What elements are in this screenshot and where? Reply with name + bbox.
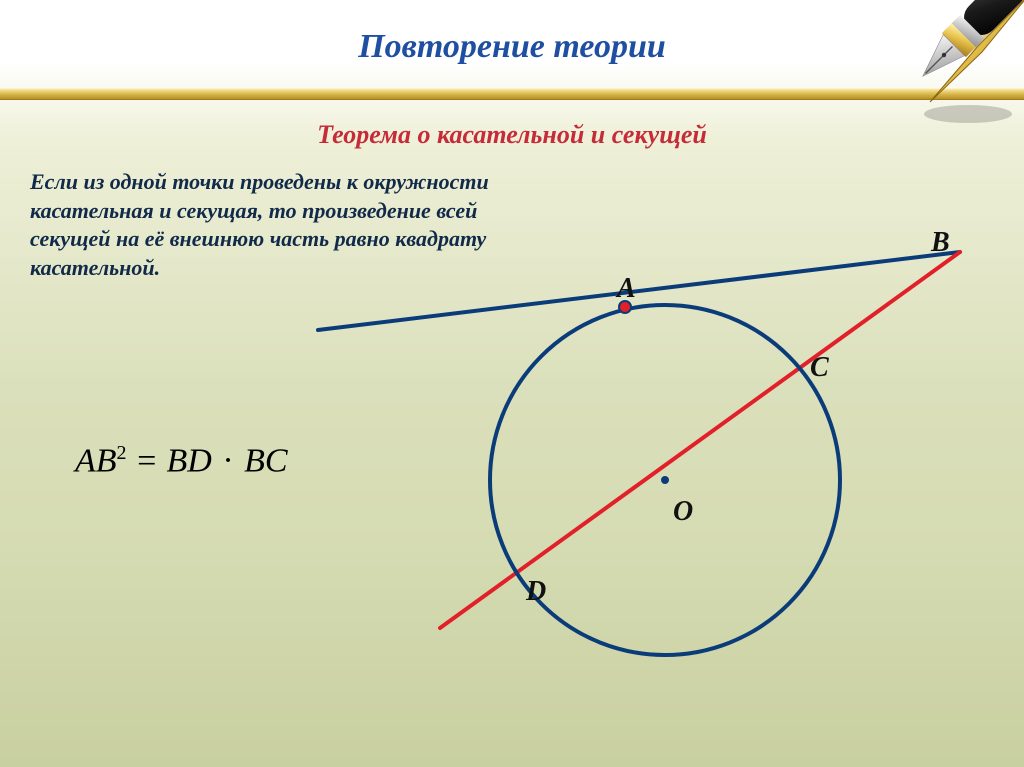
pen-icon [890,0,1024,134]
formula-rhs1: BD [167,442,212,479]
formula-exponent: 2 [117,442,127,464]
tangent-line [318,252,960,330]
formula-eq: = [135,442,158,479]
theorem-title: Теорема о касательной и секущей [0,120,1024,150]
formula-rhs2: BC [244,442,287,479]
gold-divider-bar [0,88,1024,100]
formula-lhs: AB [75,442,117,479]
formula-dot: · [220,442,235,479]
point-A-dot [619,301,631,313]
geometry-diagram [300,160,1000,720]
slide-title: Повторение теории [0,28,1024,66]
point-O-dot [661,476,669,484]
formula: AB2 = BD · BC [75,442,288,480]
